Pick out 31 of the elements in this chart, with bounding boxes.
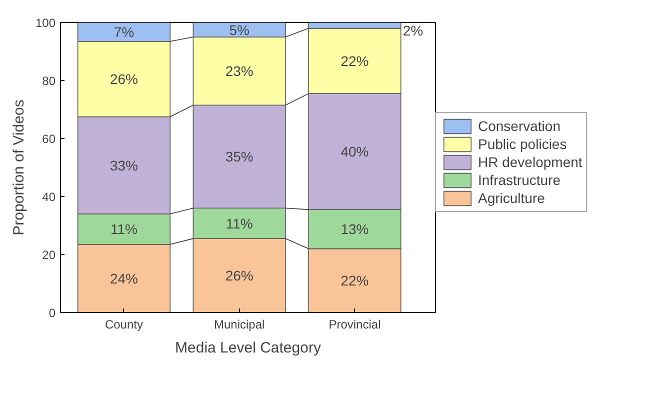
y-tick-label: 60 <box>42 132 56 146</box>
data-label: 26% <box>225 268 254 284</box>
data-label: 7% <box>114 24 134 40</box>
legend-label: Public policies <box>478 136 567 152</box>
legend-label: Agriculture <box>478 190 545 206</box>
y-tick-label: 20 <box>42 248 56 262</box>
data-label: 33% <box>110 157 138 174</box>
data-label: 11% <box>226 215 253 232</box>
data-label: 5% <box>229 22 250 38</box>
data-label: 35% <box>225 148 254 165</box>
data-label: 22% <box>340 272 369 289</box>
data-label: 24% <box>110 270 138 286</box>
y-tick-label: 40 <box>42 190 56 204</box>
data-label: 11% <box>110 221 138 238</box>
data-label: 13% <box>340 221 369 238</box>
data-label: 2% <box>402 22 424 38</box>
legend-label: Infrastructure <box>478 172 560 188</box>
x-axis-title: Media Level Category <box>175 340 322 356</box>
x-tick-label: County <box>104 318 143 332</box>
y-tick-label: 0 <box>48 306 56 320</box>
x-tick-label: Municipal <box>214 318 265 332</box>
legend-label: HR development <box>478 154 582 170</box>
data-label: 26% <box>110 71 138 88</box>
x-tick-label: Provincial <box>328 318 381 332</box>
legend-label: Conservation <box>478 118 560 134</box>
data-label: 23% <box>225 63 254 80</box>
data-label: 40% <box>340 144 369 160</box>
y-tick-label: 100 <box>35 16 56 30</box>
y-tick-label: 80 <box>42 74 56 88</box>
y-axis-title: Proportion of Videos <box>10 100 28 236</box>
data-label: 22% <box>340 52 369 69</box>
